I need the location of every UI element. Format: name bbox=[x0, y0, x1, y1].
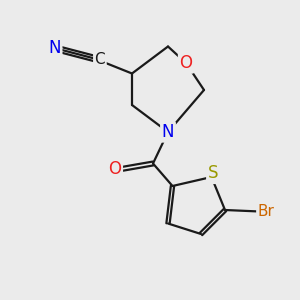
Text: N: N bbox=[48, 39, 61, 57]
Text: Br: Br bbox=[258, 204, 274, 219]
Text: O: O bbox=[179, 54, 193, 72]
Text: O: O bbox=[108, 160, 122, 178]
Text: C: C bbox=[94, 52, 105, 68]
Text: S: S bbox=[208, 164, 218, 182]
Text: N: N bbox=[162, 123, 174, 141]
